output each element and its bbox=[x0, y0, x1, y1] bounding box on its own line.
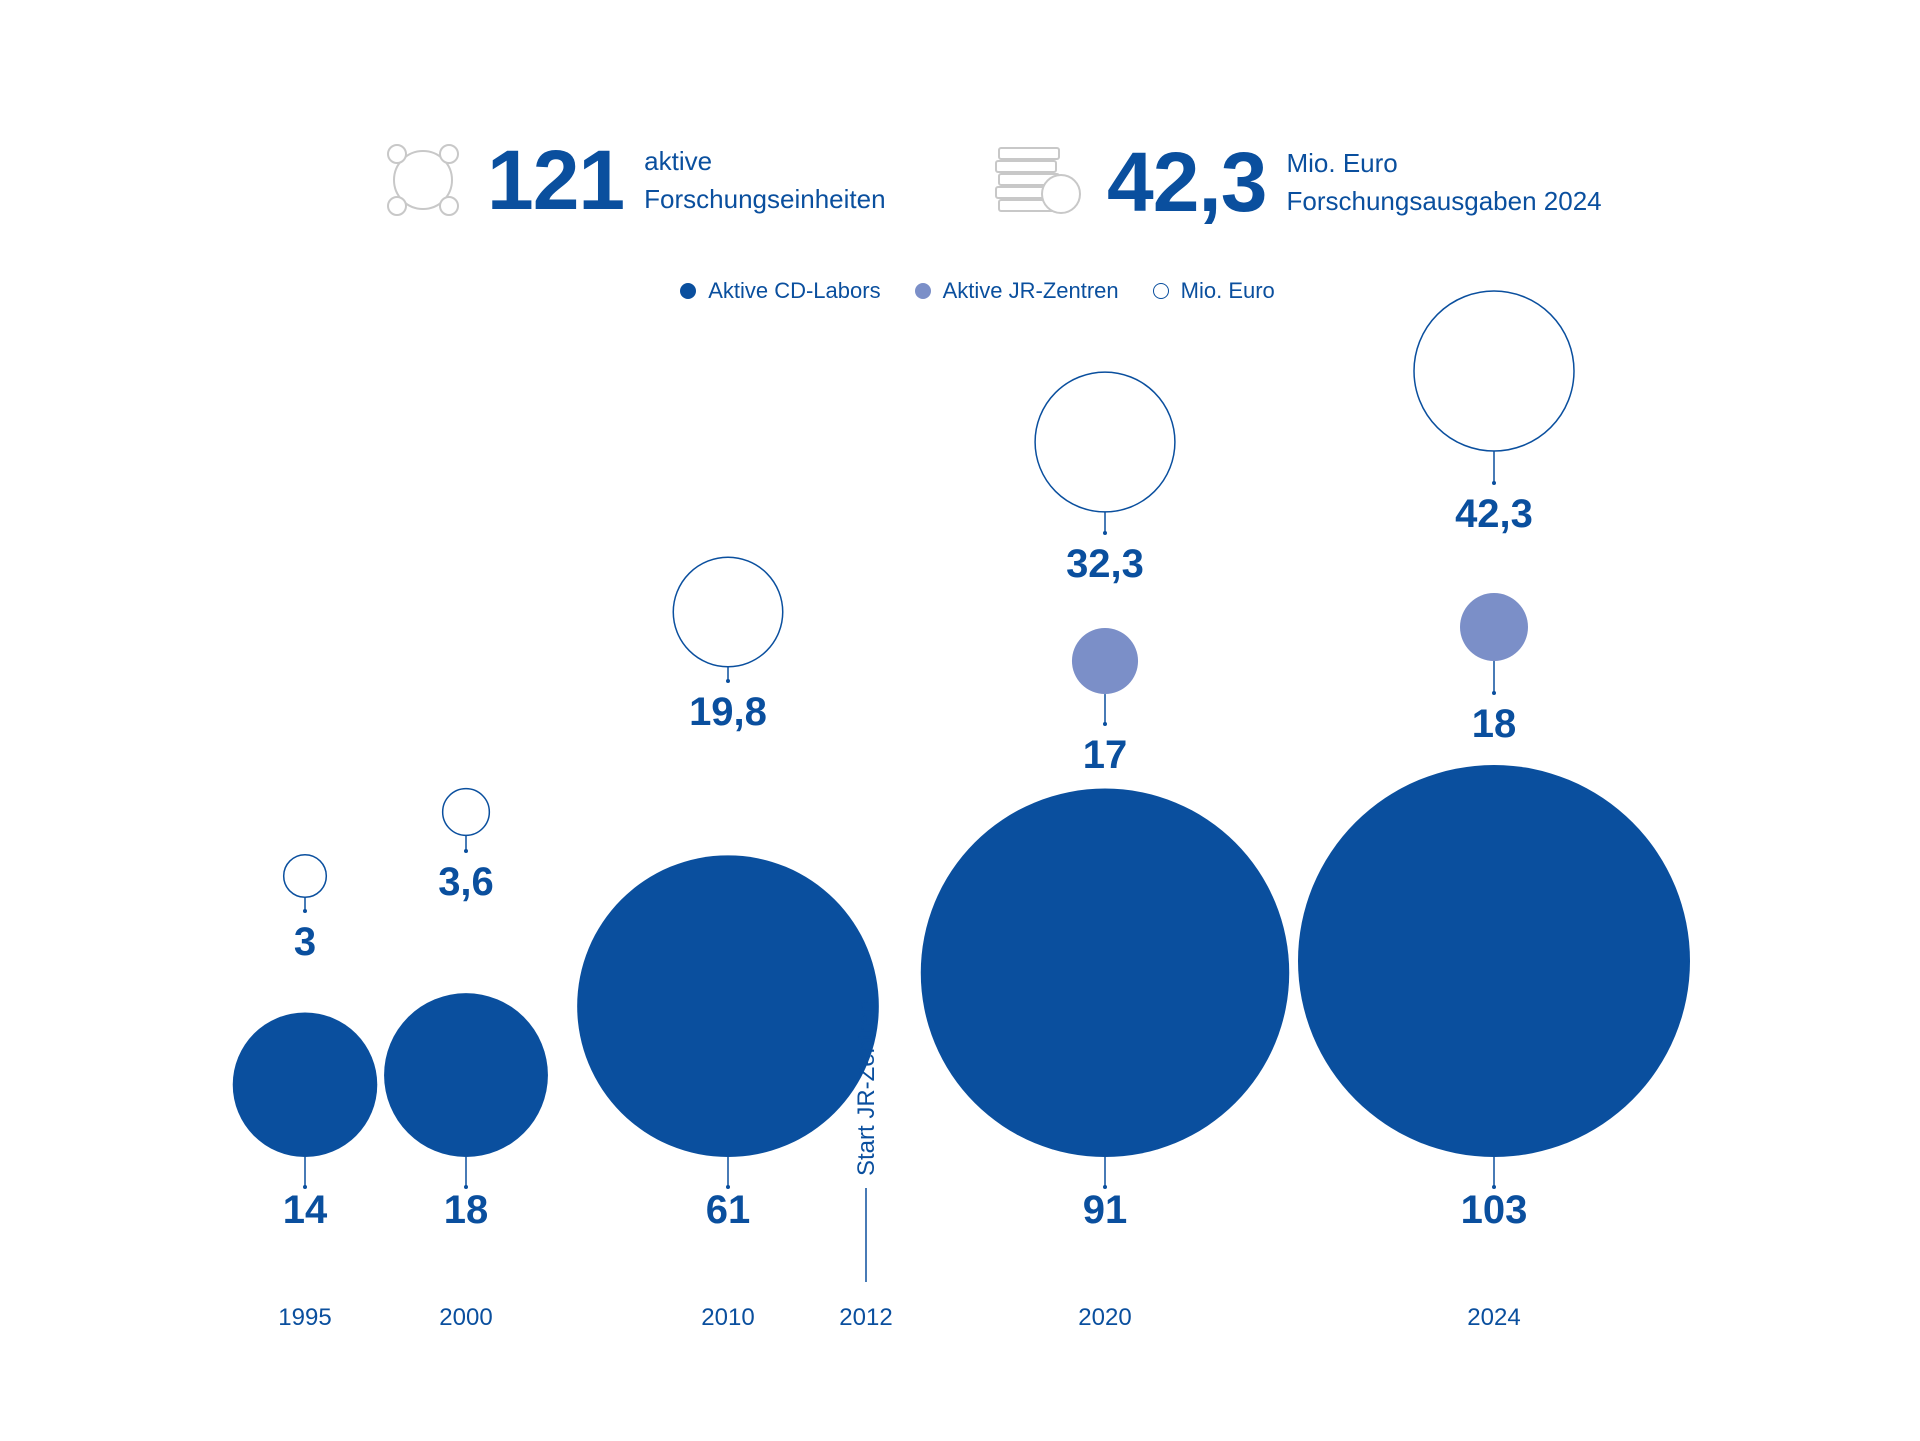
mio-euro-bubble-2000 bbox=[441, 787, 491, 837]
chart-legend: Aktive CD-Labors Aktive JR-Zentren Mio. … bbox=[0, 278, 1920, 304]
mio-euro-leader-dot-2024 bbox=[1492, 481, 1496, 485]
year-label-2020: 2020 bbox=[1078, 1304, 1131, 1331]
mio-euro-leader-dot-1995 bbox=[303, 909, 307, 913]
jr-centers-value-label-2020: 17 bbox=[1083, 733, 1128, 777]
cd-labs-value-label-2020: 91 bbox=[1083, 1188, 1128, 1232]
cd-labs-leader-dot-2010 bbox=[726, 1185, 730, 1189]
units-value: 121 bbox=[487, 133, 625, 227]
year-label-1995: 1995 bbox=[278, 1304, 331, 1331]
cd-labs-leader-dot-2020 bbox=[1103, 1185, 1107, 1189]
mio-euro-bubble-1995 bbox=[282, 853, 328, 899]
legend-item-mio-euro: Mio. Euro bbox=[1152, 278, 1275, 304]
mio-euro-bubble-2010 bbox=[672, 556, 784, 668]
cd-labs-leader-dot-2000 bbox=[464, 1185, 468, 1189]
mio-euro-value-label-2020: 32,3 bbox=[1066, 542, 1144, 586]
cd-labs-value-label-2010: 61 bbox=[706, 1188, 751, 1232]
cd-labs-leader-dot-2024 bbox=[1492, 1185, 1496, 1189]
jr-centers-bubble-2020 bbox=[1071, 627, 1139, 695]
jr-centers-value-label-2024: 18 bbox=[1472, 702, 1517, 746]
stat-research-expenditure: 42,3 Mio. Euro Forschungsausgaben 2024 bbox=[995, 140, 1602, 224]
euro-value: 42,3 bbox=[1107, 135, 1267, 229]
legend-swatch-jr-centers bbox=[914, 283, 931, 299]
cd-labs-bubble-2000 bbox=[384, 993, 548, 1157]
euro-label-line2: Forschungsausgaben 2024 bbox=[1286, 186, 1602, 216]
mio-euro-leader-dot-2020 bbox=[1103, 531, 1107, 535]
legend-swatch-cd-labs bbox=[680, 283, 697, 299]
year-label-2010: 2010 bbox=[701, 1304, 754, 1331]
mio-euro-bubble-2020 bbox=[1034, 371, 1176, 513]
mio-euro-value-label-2010: 19,8 bbox=[689, 690, 767, 734]
annotation-label-2012: Start JR-Zentren bbox=[853, 999, 880, 1176]
euro-label: Mio. Euro Forschungsausgaben 2024 bbox=[1287, 144, 1602, 220]
stat-research-units: 121 aktive Forschungseinheiten bbox=[385, 138, 886, 222]
units-label: aktive Forschungseinheiten bbox=[644, 142, 885, 218]
jr-centers-leader-dot-2020 bbox=[1103, 722, 1107, 726]
mio-euro-leader-dot-2000 bbox=[464, 849, 468, 853]
mio-euro-bubble-2024 bbox=[1413, 290, 1575, 452]
cd-labs-bubble-2024 bbox=[1298, 765, 1690, 1157]
legend-item-cd-labs: Aktive CD-Labors bbox=[680, 278, 881, 304]
cd-labs-value-label-1995: 14 bbox=[283, 1188, 328, 1232]
units-label-line2: Forschungseinheiten bbox=[644, 184, 886, 214]
mio-euro-leader-dot-2010 bbox=[726, 679, 730, 683]
cd-labs-bubble-2010 bbox=[577, 855, 879, 1157]
year-label-2024: 2024 bbox=[1467, 1304, 1520, 1331]
mio-euro-value-label-2000: 3,6 bbox=[438, 860, 494, 904]
legend-item-jr-centers: Aktive JR-Zentren bbox=[914, 278, 1119, 304]
jr-centers-leader-dot-2024 bbox=[1492, 691, 1496, 695]
cd-labs-bubble-2020 bbox=[920, 788, 1290, 1157]
jr-centers-bubble-2024 bbox=[1460, 593, 1528, 661]
mio-euro-value-label-2024: 42,3 bbox=[1455, 492, 1533, 536]
legend-swatch-mio-euro bbox=[1152, 283, 1169, 299]
euro-label-line1: Mio. Euro bbox=[1286, 148, 1398, 178]
coin-stack-icon bbox=[995, 147, 1081, 214]
cd-labs-value-label-2000: 18 bbox=[444, 1188, 489, 1232]
legend-label-jr-centers: Aktive JR-Zentren bbox=[942, 278, 1119, 303]
cd-labs-value-label-2024: 103 bbox=[1461, 1188, 1528, 1232]
units-label-line1: aktive bbox=[644, 146, 713, 176]
mio-euro-value-label-1995: 3 bbox=[294, 920, 316, 964]
year-label-2012: 2012 bbox=[839, 1304, 892, 1331]
legend-label-mio-euro: Mio. Euro bbox=[1180, 278, 1275, 303]
year-label-2000: 2000 bbox=[439, 1304, 492, 1331]
cd-labs-bubble-1995 bbox=[232, 1012, 378, 1157]
network-circle-icon bbox=[387, 144, 459, 216]
legend-label-cd-labs: Aktive CD-Labors bbox=[708, 278, 881, 303]
cd-labs-leader-dot-1995 bbox=[303, 1185, 307, 1189]
